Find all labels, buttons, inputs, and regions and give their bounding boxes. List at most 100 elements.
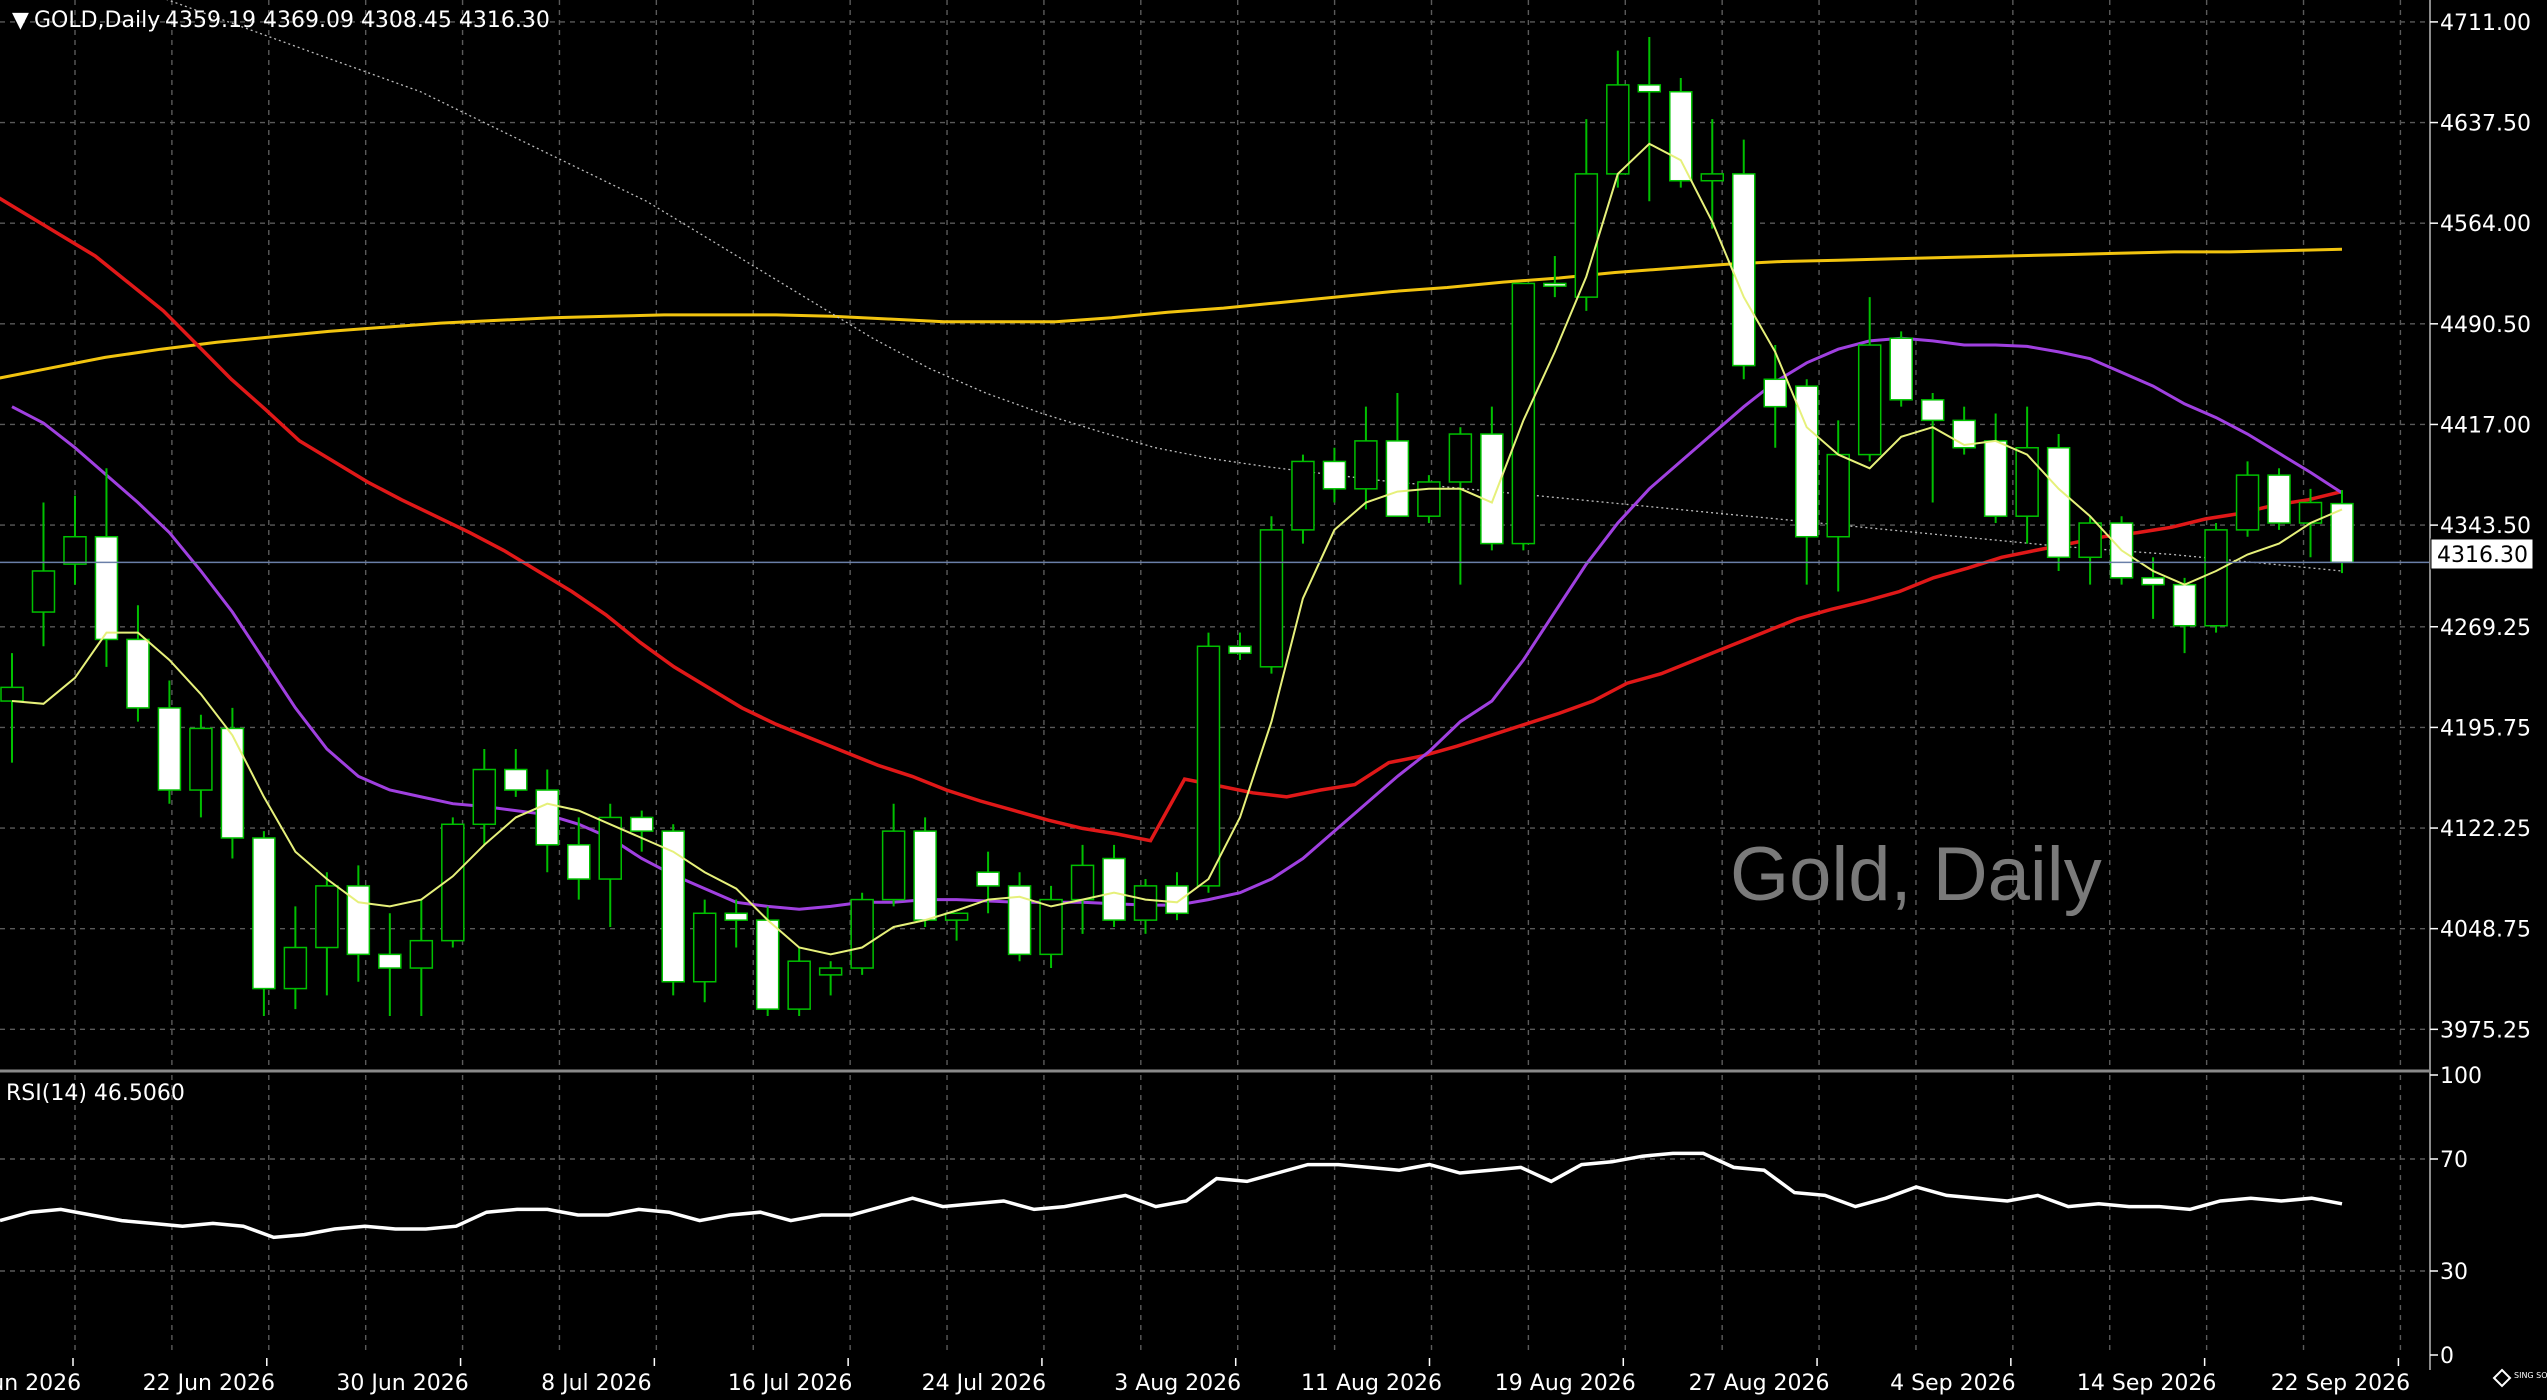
candle[interactable] [31, 502, 56, 647]
candle-body-down [220, 727, 245, 839]
candle[interactable] [755, 906, 780, 1016]
candle[interactable] [535, 769, 560, 873]
candle[interactable] [1291, 454, 1315, 544]
candle[interactable] [409, 899, 434, 1016]
candle-body-up [283, 946, 308, 990]
y-tick-label: 4711.00 [2440, 11, 2531, 36]
candle[interactable] [2141, 557, 2165, 619]
candle[interactable] [189, 714, 213, 818]
candle[interactable] [881, 803, 906, 907]
watermark: Gold, Daily [1730, 832, 2102, 917]
candle[interactable] [1606, 50, 1630, 188]
candle[interactable] [1133, 879, 1158, 934]
candle[interactable] [976, 851, 1000, 914]
candle[interactable] [1511, 282, 1536, 551]
candle[interactable] [441, 817, 465, 948]
candle[interactable] [1700, 119, 1725, 229]
candle[interactable] [472, 748, 497, 845]
candle-body-up [409, 939, 434, 969]
candle[interactable] [1259, 516, 1284, 674]
candle[interactable] [2330, 490, 2354, 574]
candles-layer [0, 36, 2354, 1016]
candle-body-up [189, 727, 213, 791]
logo-text: SING SOUND [2514, 1371, 2547, 1380]
candle[interactable] [944, 912, 969, 941]
candle-body-up [692, 912, 717, 983]
candle[interactable] [378, 913, 402, 1016]
candle[interactable] [850, 892, 874, 975]
candle[interactable] [1322, 447, 1347, 503]
candle[interactable] [1983, 413, 2008, 524]
candle-body-up [441, 823, 465, 942]
candle[interactable] [1354, 406, 1378, 510]
candle[interactable] [1385, 392, 1410, 517]
current-price-box [2430, 538, 2534, 570]
candle[interactable] [63, 495, 87, 585]
candle[interactable] [126, 605, 150, 722]
candle[interactable] [157, 680, 182, 804]
candle[interactable] [818, 961, 843, 996]
x-tick-label: 16 Jul 2026 [728, 1371, 853, 1396]
candle-body-down [1889, 337, 1913, 401]
ma-fast-line [11, 142, 2343, 956]
dropdown-triangle-icon[interactable]: ▼ [12, 8, 29, 33]
candle[interactable] [1480, 406, 1504, 551]
candle-body-down [157, 707, 182, 791]
candle[interactable] [1857, 297, 1882, 462]
candle-body-down [504, 768, 528, 791]
x-tick-label: 4 Sep 2026 [1890, 1371, 2015, 1396]
candle[interactable] [692, 899, 717, 1003]
candle[interactable] [1417, 475, 1441, 524]
candle[interactable] [1196, 632, 1221, 893]
candle[interactable] [1763, 345, 1787, 448]
candle[interactable] [283, 906, 308, 1010]
candle[interactable] [1669, 78, 1693, 188]
x-tick-label: 24 Jul 2026 [922, 1371, 1047, 1396]
candle[interactable] [787, 947, 811, 1016]
candle[interactable] [252, 831, 276, 1016]
candle-body-up [1511, 282, 1536, 545]
candle[interactable] [1889, 331, 1913, 407]
x-tick-label: 27 Aug 2026 [1689, 1371, 1830, 1396]
candle-body-up [315, 885, 339, 949]
candle[interactable] [1448, 427, 1473, 585]
candle[interactable] [2046, 434, 2071, 571]
candle-body-down [629, 816, 654, 832]
candle-body-up [1259, 529, 1284, 668]
candle[interactable] [1070, 844, 1095, 934]
candle[interactable] [220, 707, 245, 859]
candle[interactable] [1920, 392, 1945, 503]
candle[interactable] [1637, 36, 1662, 202]
ma-dotted-line [166, 0, 2343, 572]
candle-body-down [1385, 440, 1410, 517]
candle[interactable] [0, 653, 24, 763]
candle[interactable] [504, 748, 528, 797]
candle-body-down [1102, 857, 1126, 921]
candle[interactable] [1007, 872, 1032, 962]
candle[interactable] [567, 817, 591, 900]
candle[interactable] [661, 824, 685, 996]
candle[interactable] [2078, 516, 2102, 585]
candle[interactable] [1794, 379, 1819, 585]
candle-body-down [755, 919, 780, 1010]
candle[interactable] [1228, 632, 1252, 660]
candle[interactable] [724, 899, 748, 948]
candle-body-down [126, 638, 150, 709]
candle[interactable] [1165, 872, 1189, 921]
candle[interactable] [2204, 523, 2228, 633]
candle[interactable] [913, 817, 937, 927]
candle-body-down [976, 871, 1000, 887]
candle[interactable] [1039, 885, 1063, 969]
candle[interactable] [1732, 139, 1756, 380]
candle[interactable] [2267, 468, 2291, 530]
candle[interactable] [315, 872, 339, 996]
rsi-tick-label: 100 [2440, 1064, 2482, 1089]
candle-body-down [1322, 460, 1347, 490]
candle[interactable] [1543, 256, 1567, 298]
candle[interactable] [2015, 406, 2039, 544]
candle[interactable] [2235, 461, 2260, 537]
candle[interactable] [1102, 844, 1126, 927]
candle-body-up [2078, 522, 2102, 559]
candle[interactable] [629, 810, 654, 852]
